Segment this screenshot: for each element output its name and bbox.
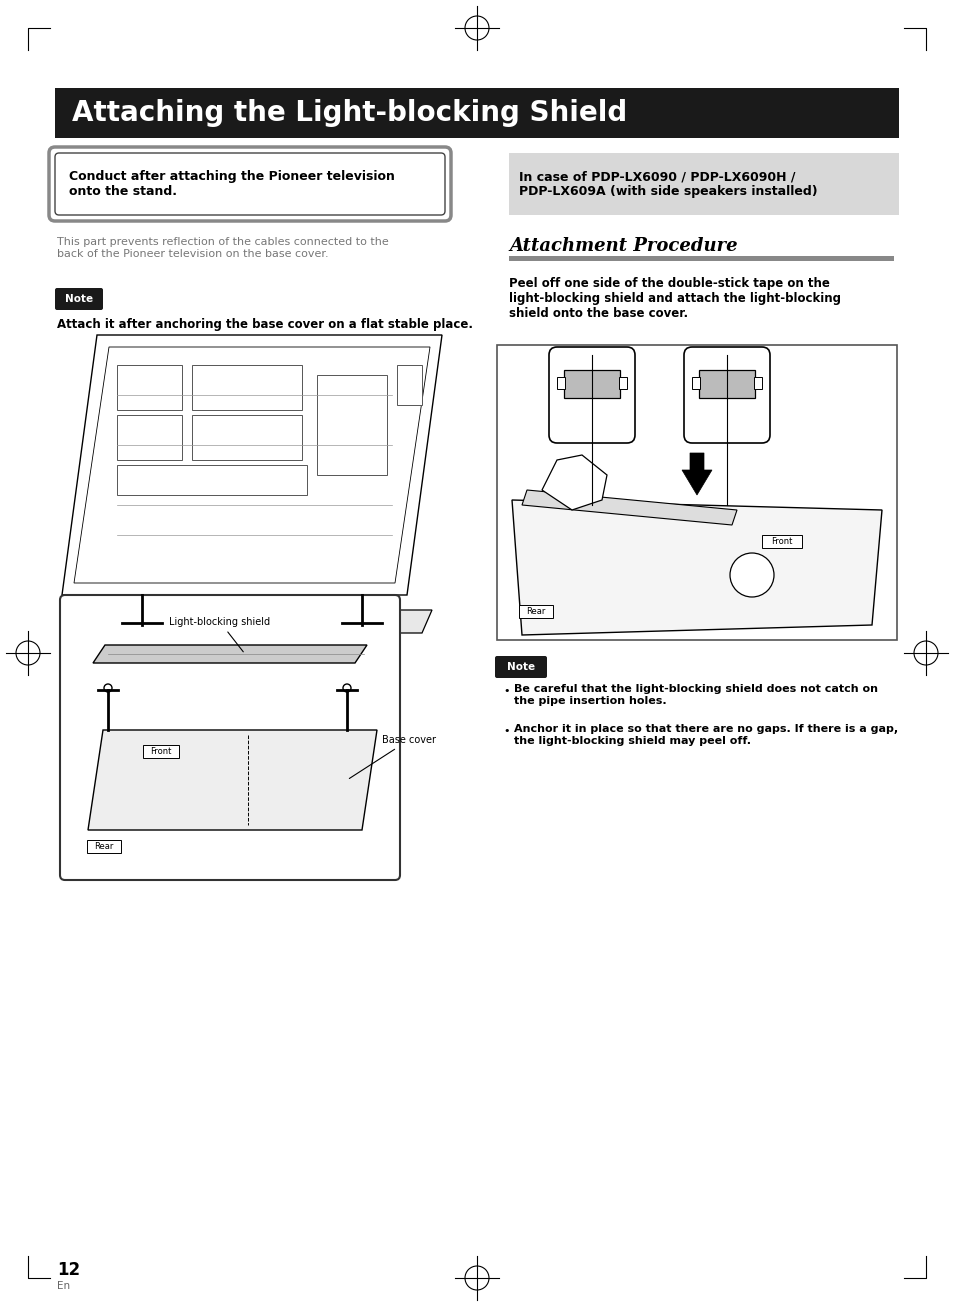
Bar xyxy=(753,377,761,389)
FancyBboxPatch shape xyxy=(683,347,769,443)
Polygon shape xyxy=(521,490,737,525)
Bar xyxy=(699,370,754,398)
Text: Front: Front xyxy=(771,537,792,546)
FancyBboxPatch shape xyxy=(60,596,399,880)
Text: Base cover: Base cover xyxy=(349,735,436,778)
Circle shape xyxy=(729,552,773,597)
FancyBboxPatch shape xyxy=(548,347,635,443)
Polygon shape xyxy=(87,610,432,633)
Text: Rear: Rear xyxy=(94,842,113,852)
Polygon shape xyxy=(92,645,367,663)
Text: Note: Note xyxy=(65,294,93,304)
Bar xyxy=(691,377,700,389)
Bar xyxy=(509,256,893,261)
Text: This part prevents reflection of the cables connected to the
back of the Pioneer: This part prevents reflection of the cab… xyxy=(57,236,388,259)
Bar xyxy=(117,465,307,495)
Polygon shape xyxy=(62,336,441,596)
Bar xyxy=(761,535,801,549)
Text: En: En xyxy=(57,1281,71,1292)
Text: Attachment Procedure: Attachment Procedure xyxy=(509,236,737,255)
Text: Note: Note xyxy=(506,662,535,673)
Bar xyxy=(563,370,619,398)
Bar xyxy=(143,744,179,757)
Polygon shape xyxy=(88,730,376,831)
Bar xyxy=(192,364,302,410)
Text: 12: 12 xyxy=(57,1262,80,1279)
Bar xyxy=(192,415,302,460)
Polygon shape xyxy=(681,453,711,495)
Bar xyxy=(396,364,421,405)
FancyBboxPatch shape xyxy=(495,656,546,678)
Bar xyxy=(618,377,626,389)
Text: Light-blocking shield: Light-blocking shield xyxy=(170,616,271,652)
Polygon shape xyxy=(74,347,430,582)
Text: Attach it after anchoring the base cover on a flat stable place.: Attach it after anchoring the base cover… xyxy=(57,317,473,330)
Text: In case of PDP-LX6090 / PDP-LX6090H /
PDP-LX609A (with side speakers installed): In case of PDP-LX6090 / PDP-LX6090H / PD… xyxy=(518,170,817,199)
Bar xyxy=(316,375,387,475)
Bar xyxy=(117,364,182,410)
Text: •: • xyxy=(502,686,509,696)
Text: Rear: Rear xyxy=(526,607,545,616)
Text: Conduct after attaching the Pioneer television
onto the stand.: Conduct after attaching the Pioneer tele… xyxy=(69,170,395,199)
Bar xyxy=(117,415,182,460)
Bar xyxy=(87,840,121,853)
Polygon shape xyxy=(541,454,606,511)
Text: Peel off one side of the double-stick tape on the
light-blocking shield and atta: Peel off one side of the double-stick ta… xyxy=(509,277,841,320)
FancyBboxPatch shape xyxy=(55,289,103,310)
Bar xyxy=(55,88,898,138)
Text: Anchor it in place so that there are no gaps. If there is a gap,
the light-block: Anchor it in place so that there are no … xyxy=(514,724,897,746)
Bar xyxy=(509,153,898,215)
Bar xyxy=(557,377,564,389)
Text: Attaching the Light-blocking Shield: Attaching the Light-blocking Shield xyxy=(71,99,626,127)
Bar xyxy=(497,345,896,640)
Text: Be careful that the light-blocking shield does not catch on
the pipe insertion h: Be careful that the light-blocking shiel… xyxy=(514,684,877,705)
Polygon shape xyxy=(512,500,882,635)
Text: •: • xyxy=(502,726,509,737)
FancyBboxPatch shape xyxy=(55,153,444,215)
Bar xyxy=(518,605,553,618)
FancyBboxPatch shape xyxy=(49,148,451,221)
Text: Front: Front xyxy=(151,747,172,756)
